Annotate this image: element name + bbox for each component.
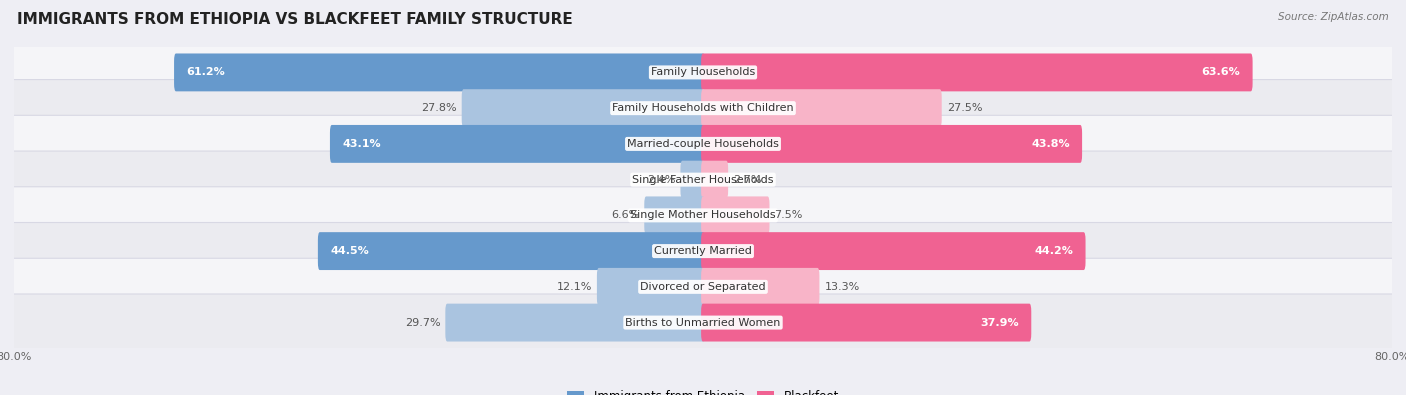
Text: Married-couple Households: Married-couple Households [627,139,779,149]
Text: Single Father Households: Single Father Households [633,175,773,184]
FancyBboxPatch shape [702,304,1031,342]
FancyBboxPatch shape [681,161,704,199]
FancyBboxPatch shape [330,125,704,163]
Text: Currently Married: Currently Married [654,246,752,256]
Text: 27.8%: 27.8% [420,103,457,113]
FancyBboxPatch shape [702,53,1253,91]
FancyBboxPatch shape [11,294,1395,351]
FancyBboxPatch shape [11,187,1395,244]
Text: 7.5%: 7.5% [775,211,803,220]
Text: Single Mother Households: Single Mother Households [630,211,776,220]
FancyBboxPatch shape [461,89,704,127]
FancyBboxPatch shape [702,196,769,234]
Text: IMMIGRANTS FROM ETHIOPIA VS BLACKFEET FAMILY STRUCTURE: IMMIGRANTS FROM ETHIOPIA VS BLACKFEET FA… [17,12,572,27]
FancyBboxPatch shape [11,258,1395,316]
Text: 37.9%: 37.9% [980,318,1019,327]
FancyBboxPatch shape [174,53,704,91]
FancyBboxPatch shape [702,161,728,199]
FancyBboxPatch shape [702,125,1083,163]
FancyBboxPatch shape [702,232,1085,270]
FancyBboxPatch shape [318,232,704,270]
FancyBboxPatch shape [644,196,704,234]
FancyBboxPatch shape [11,79,1395,137]
Text: 6.6%: 6.6% [612,211,640,220]
Text: Family Households with Children: Family Households with Children [612,103,794,113]
Text: 2.4%: 2.4% [647,175,675,184]
Text: 12.1%: 12.1% [557,282,592,292]
Text: Divorced or Separated: Divorced or Separated [640,282,766,292]
Text: 63.6%: 63.6% [1202,68,1240,77]
FancyBboxPatch shape [11,151,1395,208]
FancyBboxPatch shape [702,268,820,306]
FancyBboxPatch shape [598,268,704,306]
Text: 43.1%: 43.1% [342,139,381,149]
FancyBboxPatch shape [702,89,942,127]
Text: 27.5%: 27.5% [946,103,983,113]
Text: 13.3%: 13.3% [824,282,859,292]
Text: 44.2%: 44.2% [1035,246,1073,256]
Text: 43.8%: 43.8% [1031,139,1070,149]
FancyBboxPatch shape [446,304,704,342]
Text: Births to Unmarried Women: Births to Unmarried Women [626,318,780,327]
FancyBboxPatch shape [11,115,1395,173]
Text: 61.2%: 61.2% [186,68,225,77]
Text: 2.7%: 2.7% [733,175,762,184]
Text: Source: ZipAtlas.com: Source: ZipAtlas.com [1278,12,1389,22]
Text: Family Households: Family Households [651,68,755,77]
FancyBboxPatch shape [11,44,1395,101]
Text: 44.5%: 44.5% [330,246,368,256]
Legend: Immigrants from Ethiopia, Blackfeet: Immigrants from Ethiopia, Blackfeet [562,385,844,395]
FancyBboxPatch shape [11,222,1395,280]
Text: 29.7%: 29.7% [405,318,440,327]
